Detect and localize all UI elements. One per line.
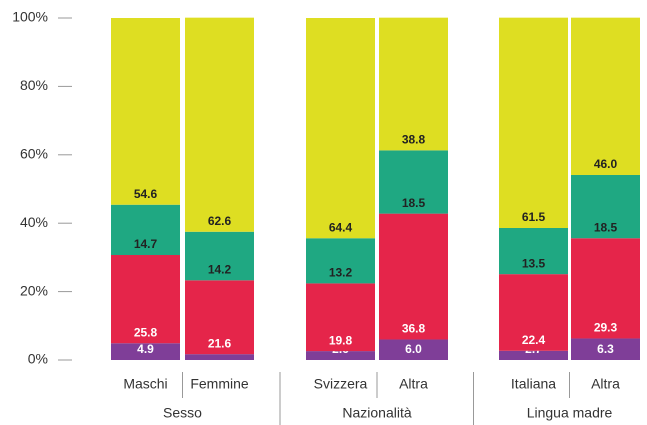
bar-segment (306, 283, 375, 352)
group-label: Nazionalità (342, 405, 411, 421)
bar-segment (499, 17, 568, 228)
value-label: 38.8 (402, 133, 426, 147)
value-label: 19.8 (329, 333, 353, 347)
value-label: 62.6 (208, 214, 232, 228)
bar-segment (185, 354, 254, 360)
bar-segment (379, 17, 448, 151)
bar-segment (499, 350, 568, 360)
bar-segment (306, 18, 375, 239)
value-label: 61.5 (522, 210, 546, 224)
bar-segment (185, 280, 254, 355)
y-tick-label: 20% (20, 282, 48, 298)
value-label: 13.2 (329, 266, 353, 280)
value-label: 22.4 (522, 333, 546, 347)
bar-segment (306, 238, 375, 284)
bar-segment (185, 17, 254, 232)
bar-segment (111, 18, 180, 205)
x-tick-label: Altra (591, 376, 620, 392)
value-label: 29.3 (594, 321, 618, 335)
bar-segment (571, 238, 640, 339)
bar-segment (306, 351, 375, 360)
value-label: 13.5 (522, 256, 546, 270)
y-tick-label: 40% (20, 214, 48, 230)
bar-segment (379, 150, 448, 214)
value-label: 54.6 (134, 187, 158, 201)
x-tick-label: Italiana (511, 376, 556, 392)
value-label: 64.4 (329, 220, 353, 234)
value-label: 14.7 (134, 237, 158, 251)
value-label: 18.5 (402, 196, 426, 210)
value-label: 25.8 (134, 325, 158, 339)
value-label: 21.6 (208, 336, 232, 350)
value-label: 46.0 (594, 157, 618, 171)
bar-segment (499, 227, 568, 275)
value-label: 6.0 (405, 342, 422, 356)
bar-segment (185, 231, 254, 281)
bar-segment (111, 204, 180, 256)
bar-segment (111, 255, 180, 344)
x-tick-label: Altra (399, 376, 428, 392)
x-tick-label: Maschi (123, 376, 167, 392)
bar-segment (499, 274, 568, 351)
value-label: 14.2 (208, 262, 232, 276)
bar-segment (571, 338, 640, 360)
value-label: 4.9 (137, 342, 154, 356)
y-tick-label: 60% (20, 146, 48, 162)
group-label: Sesso (163, 405, 202, 421)
bar-segment (571, 17, 640, 175)
bar-segment (379, 213, 448, 340)
y-tick-label: 100% (12, 9, 48, 25)
y-tick-label: 80% (20, 77, 48, 93)
y-tick-label: 0% (28, 351, 48, 367)
x-tick-label: Femmine (190, 376, 249, 392)
x-tick-label: Svizzera (314, 376, 368, 392)
group-label: Lingua madre (527, 405, 613, 421)
value-label: 36.8 (402, 322, 426, 336)
value-label: 6.3 (597, 342, 614, 356)
bar-segment (571, 174, 640, 239)
value-label: 18.5 (594, 220, 618, 234)
bar-segment (379, 339, 448, 360)
bar-segment (111, 343, 180, 360)
